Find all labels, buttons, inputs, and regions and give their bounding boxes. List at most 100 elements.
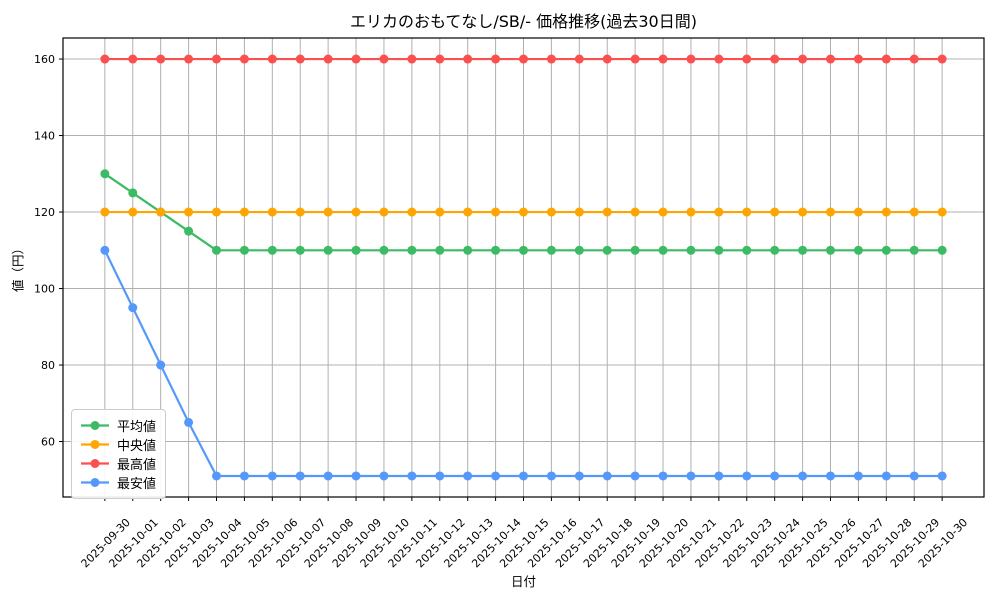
data-point-average [686, 245, 696, 255]
data-point-max [239, 54, 249, 64]
data-point-median [351, 207, 361, 217]
data-point-median [212, 207, 221, 217]
data-point-average [491, 245, 501, 255]
data-point-min [853, 471, 863, 481]
legend-line-marker-icon [81, 440, 109, 449]
data-point-median [602, 207, 612, 217]
data-point-min [686, 471, 696, 481]
data-point-max [351, 54, 361, 64]
data-point-average [323, 245, 333, 255]
data-point-max [546, 54, 556, 64]
y-tick-label: 80 [41, 359, 55, 372]
data-point-max [798, 54, 808, 64]
data-point-average [128, 188, 138, 198]
data-point-min [100, 245, 110, 255]
y-tick-label: 100 [34, 283, 55, 296]
data-point-median [630, 207, 640, 217]
data-point-average [435, 245, 445, 255]
data-point-min [128, 303, 138, 313]
data-point-max [184, 54, 194, 64]
data-point-average [351, 245, 361, 255]
data-point-median [156, 207, 166, 217]
data-point-median [574, 207, 584, 217]
data-point-average [463, 245, 473, 255]
data-point-min [407, 471, 417, 481]
data-point-average [519, 245, 528, 255]
data-point-min [184, 417, 194, 427]
data-point-median [519, 207, 528, 217]
data-point-max [881, 54, 891, 64]
legend-line-marker-icon [81, 421, 109, 430]
data-point-min [463, 471, 473, 481]
legend-line-marker-icon [81, 459, 109, 468]
data-point-min [379, 471, 389, 481]
data-point-max [826, 54, 835, 64]
data-point-average [546, 245, 556, 255]
data-point-average [407, 245, 417, 255]
data-point-average [658, 245, 668, 255]
legend-label-max: 最高値 [117, 458, 157, 473]
data-point-average [714, 245, 724, 255]
data-point-max [658, 54, 668, 64]
y-tick-label: 140 [34, 130, 55, 143]
data-point-median [239, 207, 249, 217]
series-median [100, 207, 947, 217]
data-point-min [742, 471, 752, 481]
data-point-min [937, 471, 947, 481]
data-point-median [407, 207, 417, 217]
data-point-median [742, 207, 752, 217]
data-point-average [212, 245, 221, 255]
data-point-max [519, 54, 528, 64]
data-point-max [630, 54, 640, 64]
legend-item-median: 中央値 [80, 436, 156, 454]
data-point-average [742, 245, 752, 255]
series-average [100, 169, 947, 255]
data-point-median [546, 207, 556, 217]
data-point-min [798, 471, 808, 481]
data-point-min [546, 471, 556, 481]
data-point-max [463, 54, 473, 64]
data-point-min [826, 471, 835, 481]
data-point-average [853, 245, 863, 255]
data-point-min [658, 471, 668, 481]
data-point-min [212, 471, 221, 481]
data-point-max [379, 54, 389, 64]
data-point-min [881, 471, 891, 481]
data-point-average [881, 245, 891, 255]
data-point-max [602, 54, 612, 64]
data-point-median [770, 207, 780, 217]
data-point-median [463, 207, 473, 217]
data-point-min [491, 471, 501, 481]
data-point-max [128, 54, 138, 64]
data-point-max [491, 54, 501, 64]
data-point-median [184, 207, 194, 217]
data-point-max [323, 54, 333, 64]
y-tick-label: 160 [34, 53, 55, 66]
legend: 平均値 中央値 最高値 最安値 [71, 409, 167, 499]
data-point-max [407, 54, 417, 64]
legend-item-average: 平均値 [80, 417, 156, 435]
data-point-min [239, 471, 249, 481]
data-point-average [267, 245, 277, 255]
data-point-max [714, 54, 724, 64]
data-point-max [295, 54, 305, 64]
data-point-median [379, 207, 389, 217]
data-point-average [798, 245, 808, 255]
data-point-average [100, 169, 110, 179]
data-point-median [128, 207, 138, 217]
data-point-average [602, 245, 612, 255]
data-point-min [630, 471, 640, 481]
data-point-max [909, 54, 919, 64]
data-point-min [909, 471, 919, 481]
y-tick-label: 120 [34, 206, 55, 219]
data-point-median [881, 207, 891, 217]
data-point-max [267, 54, 277, 64]
chart-title: エリカのおもてなし/SB/- 価格推移(過去30日間) [350, 12, 697, 31]
data-point-min [574, 471, 584, 481]
data-point-median [267, 207, 277, 217]
data-point-median [295, 207, 305, 217]
data-point-median [658, 207, 668, 217]
data-point-median [826, 207, 835, 217]
data-point-average [630, 245, 640, 255]
